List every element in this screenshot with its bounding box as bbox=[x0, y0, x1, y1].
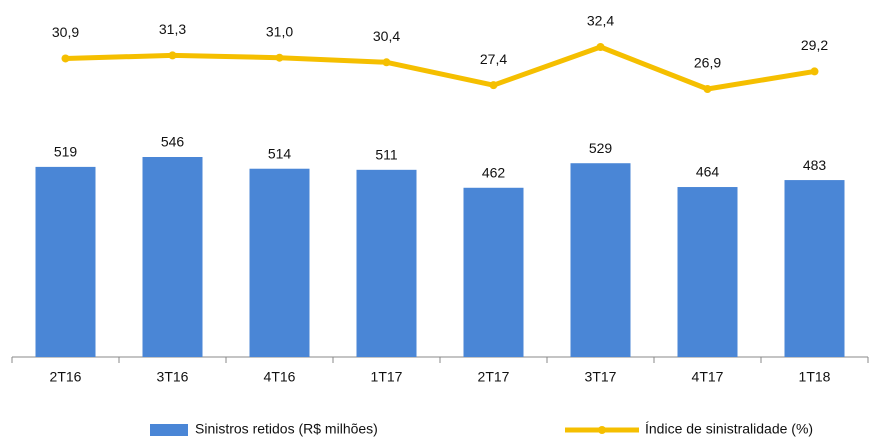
legend-marker bbox=[598, 426, 606, 434]
line-marker bbox=[489, 81, 498, 90]
bar bbox=[570, 163, 631, 357]
x-tick-label: 4T16 bbox=[264, 369, 296, 385]
line-value-label: 27,4 bbox=[480, 51, 507, 67]
line-marker bbox=[168, 51, 177, 60]
line-marker bbox=[810, 67, 819, 76]
bar-value-label: 519 bbox=[54, 144, 78, 160]
bar-value-label: 529 bbox=[589, 140, 613, 156]
bar-value-label: 462 bbox=[482, 164, 506, 180]
bar-value-label: 464 bbox=[696, 164, 720, 180]
line-value-label: 30,4 bbox=[373, 28, 400, 44]
line-marker bbox=[703, 85, 712, 93]
x-tick-label: 1T18 bbox=[799, 369, 831, 385]
bar bbox=[463, 187, 524, 357]
x-tick-label: 3T17 bbox=[585, 369, 617, 385]
bar-value-label: 511 bbox=[375, 147, 398, 163]
legend-label: Sinistros retidos (R$ milhões) bbox=[195, 421, 378, 437]
bar bbox=[784, 180, 845, 357]
x-tick-label: 3T16 bbox=[157, 369, 189, 385]
line-value-label: 26,9 bbox=[694, 55, 721, 71]
line bbox=[65, 44, 815, 92]
bar-value-label: 546 bbox=[161, 134, 185, 150]
x-tick-label: 2T17 bbox=[478, 369, 510, 385]
bar-value-label: 483 bbox=[803, 157, 827, 173]
bar-value-label: 514 bbox=[268, 145, 292, 161]
legend-label: Índice de sinistralidade (%) bbox=[645, 421, 813, 437]
bar bbox=[142, 157, 203, 357]
line-value-label: 30,9 bbox=[52, 24, 79, 40]
line-marker bbox=[61, 54, 70, 63]
x-tick-label: 1T17 bbox=[371, 369, 403, 385]
line-marker bbox=[275, 53, 284, 62]
bar bbox=[356, 169, 417, 357]
bar bbox=[249, 168, 310, 357]
bar bbox=[677, 187, 738, 357]
bar bbox=[35, 166, 96, 357]
line-value-label: 31,3 bbox=[159, 21, 186, 37]
line-value-label: 29,2 bbox=[801, 37, 828, 53]
line-value-label: 31,0 bbox=[266, 23, 293, 39]
x-tick-label: 4T17 bbox=[692, 369, 724, 385]
line-value-label: 32,4 bbox=[587, 13, 614, 29]
line-marker bbox=[382, 58, 391, 67]
legend-swatch bbox=[150, 424, 188, 436]
line-marker bbox=[596, 43, 605, 51]
x-tick-label: 2T16 bbox=[50, 369, 82, 385]
